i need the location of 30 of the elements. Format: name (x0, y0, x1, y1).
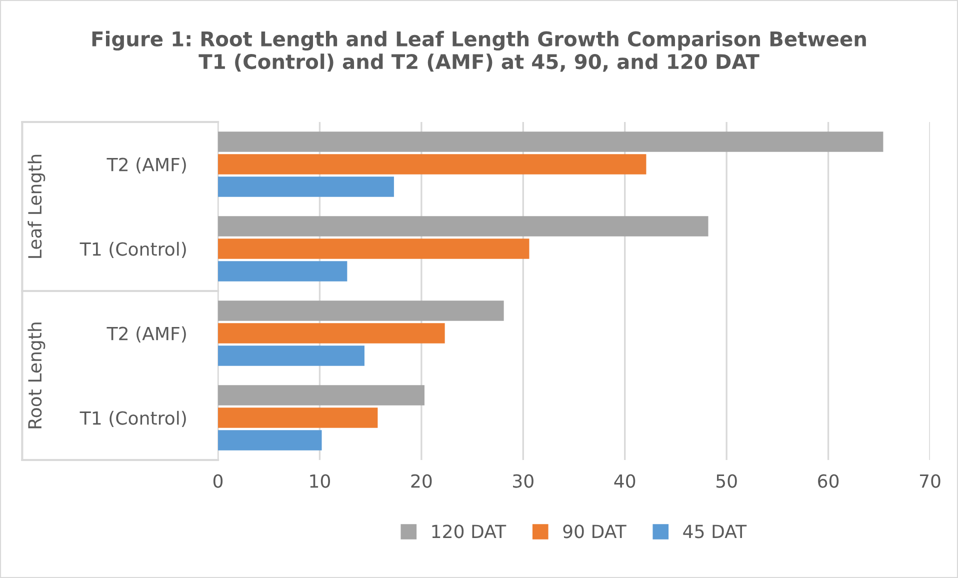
bar (218, 385, 424, 406)
text: Root Length (28, 322, 46, 428)
legend-label: 120 DAT (432, 524, 506, 538)
x-tick-label: 30 (513, 474, 534, 488)
bar (218, 408, 378, 428)
chart-title: Figure 1: Root Length and Leaf Length Growth Comparison Between T1 (Control) and T2 (AMF) at 45, 90, and 120 DAT (92, 30, 866, 72)
bar (218, 430, 322, 450)
text: Leaf Length (28, 154, 46, 258)
bar (218, 323, 445, 344)
x-tick-label: 60 (818, 474, 839, 488)
x-tick-label: 50 (716, 474, 737, 488)
y-tick-label: T2 (AMF) (106, 157, 186, 174)
legend-label: 45 DAT (683, 524, 747, 538)
bar (218, 216, 708, 236)
y-tick-label: T2 (AMF) (106, 326, 186, 342)
bar (218, 176, 394, 197)
y-tick-label: T1 (Control) (80, 242, 186, 258)
x-tick-label: 70 (920, 474, 940, 488)
bar (218, 154, 646, 174)
y-tick-label: T1 (Control) (80, 410, 186, 427)
bar (218, 300, 504, 321)
bar (218, 238, 530, 259)
x-tick-label: 20 (411, 474, 432, 488)
x-tick-label: 40 (614, 474, 636, 488)
x-tick-label: 10 (310, 474, 330, 488)
bar (218, 261, 348, 282)
bar (218, 132, 884, 152)
bar (218, 346, 364, 366)
x-tick-label: 0 (213, 474, 223, 488)
legend-label: 90 DAT (563, 524, 626, 538)
